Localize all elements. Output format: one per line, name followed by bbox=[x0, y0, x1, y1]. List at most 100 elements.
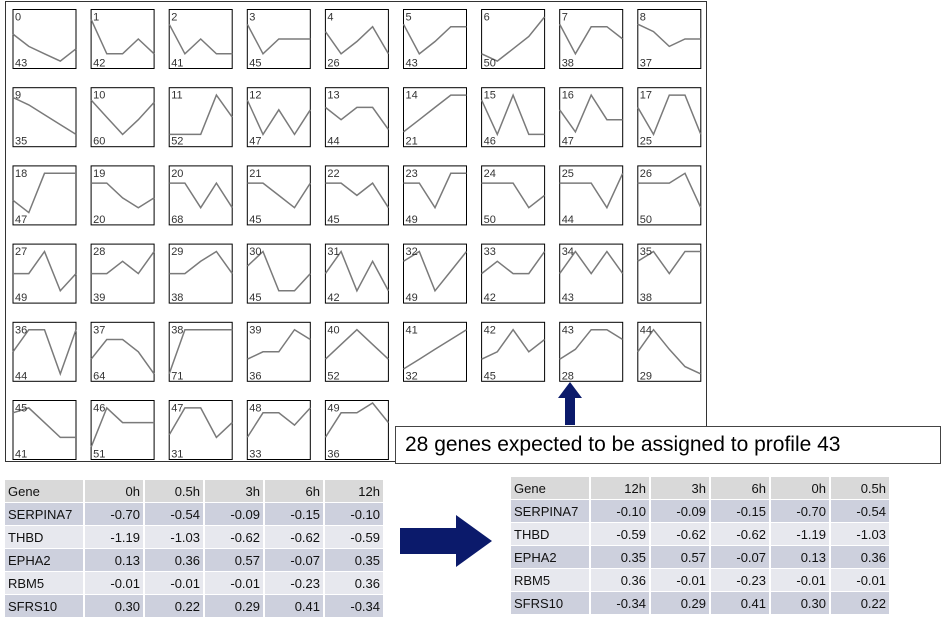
profile-count-label: 45 bbox=[249, 214, 261, 226]
profile-cell-38: 38 71 bbox=[168, 321, 233, 382]
profile-id-label: 32 bbox=[406, 246, 418, 258]
profile-count-label: 68 bbox=[171, 214, 183, 226]
value-cell: -0.34 bbox=[325, 595, 383, 617]
value-cell: 0.35 bbox=[325, 549, 383, 571]
value-cell: -1.19 bbox=[771, 523, 829, 545]
gene-name-cell: EPHA2 bbox=[5, 549, 83, 571]
gene-table-original: Gene 0h 0.5h 3h 6h 12h SERPINA7 -0.70 -0.54 -0.0… bbox=[3, 479, 385, 618]
profile-id-label: 39 bbox=[249, 324, 261, 336]
profile-line-12 bbox=[246, 99, 311, 136]
profile-line-19 bbox=[91, 182, 155, 209]
value-cell: -0.15 bbox=[711, 500, 769, 522]
profile-grid-frame: 0 43 1 42 2 41 3 45 4 26 5 43 6 50 7 38 8 37 9 35 10 60 11 52 12… bbox=[5, 1, 707, 462]
profile-cell-3: 3 45 bbox=[246, 9, 311, 70]
profile-id-label: 45 bbox=[15, 403, 27, 415]
table-row: EPHA2 0.35 0.57 -0.07 0.13 0.36 bbox=[511, 546, 889, 568]
profile-count-label: 49 bbox=[406, 292, 418, 304]
profile-id-label: 47 bbox=[171, 403, 183, 415]
profile-count-label: 64 bbox=[93, 370, 105, 382]
profile-line-28 bbox=[91, 251, 155, 275]
profile-id-label: 10 bbox=[93, 90, 105, 102]
profile-line-37 bbox=[90, 338, 155, 375]
profile-count-label: 50 bbox=[484, 214, 496, 226]
profile-cell-4: 4 26 bbox=[324, 9, 390, 70]
profile-id-label: 14 bbox=[406, 90, 418, 102]
profile-count-label: 49 bbox=[15, 292, 27, 304]
profile-id-label: 31 bbox=[327, 246, 339, 258]
profile-cell-27: 27 49 bbox=[12, 243, 77, 304]
profile-id-label: 17 bbox=[640, 90, 652, 102]
profile-id-label: 40 bbox=[327, 324, 339, 336]
profile-cell-30: 30 45 bbox=[246, 243, 311, 304]
profile-cell-1: 1 42 bbox=[90, 9, 155, 70]
profile-line-40 bbox=[324, 328, 389, 360]
profile-count-label: 46 bbox=[484, 136, 496, 148]
value-cell: -0.70 bbox=[771, 500, 829, 522]
profile-count-label: 45 bbox=[484, 370, 496, 382]
value-cell: -0.54 bbox=[831, 500, 889, 522]
profile-box bbox=[559, 87, 624, 148]
profile-box bbox=[324, 243, 389, 304]
profile-id-label: 5 bbox=[406, 12, 412, 24]
profile-count-label: 38 bbox=[640, 292, 652, 304]
profile-line-16 bbox=[559, 93, 623, 134]
value-cell: 0.57 bbox=[205, 549, 263, 571]
gene-name-cell: EPHA2 bbox=[511, 546, 589, 568]
profile-id-label: 6 bbox=[484, 12, 490, 24]
value-cell: -1.03 bbox=[145, 526, 203, 548]
value-cell: 0.13 bbox=[771, 546, 829, 568]
profile-count-label: 41 bbox=[171, 58, 183, 70]
profile-cell-44: 44 29 bbox=[637, 321, 702, 382]
gene-name-cell: SFRS10 bbox=[511, 592, 589, 614]
profile-cell-13: 13 44 bbox=[324, 87, 390, 148]
profile-box bbox=[246, 243, 311, 304]
profile-line-42 bbox=[481, 328, 546, 360]
value-cell: -0.09 bbox=[651, 500, 709, 522]
value-cell: -0.62 bbox=[265, 526, 323, 548]
profile-box bbox=[90, 87, 155, 148]
profile-count-label: 45 bbox=[249, 292, 261, 304]
profile-id-label: 35 bbox=[640, 246, 652, 258]
header-cell: Gene bbox=[511, 477, 589, 499]
profile-id-label: 24 bbox=[484, 168, 496, 180]
profile-box bbox=[90, 9, 155, 69]
profile-cell-11: 11 52 bbox=[168, 87, 233, 148]
profile-line-35 bbox=[637, 250, 701, 275]
profile-id-label: 11 bbox=[171, 90, 182, 102]
profile-grid: 0431422413454265436507388379351060115212… bbox=[12, 9, 702, 461]
profile-cell-10: 10 60 bbox=[90, 87, 155, 148]
up-arrow-icon bbox=[558, 382, 582, 425]
profile-line-21 bbox=[247, 182, 311, 209]
value-cell: 0.13 bbox=[85, 549, 143, 571]
profile-count-label: 60 bbox=[93, 136, 105, 148]
gene-name-cell: SFRS10 bbox=[5, 595, 83, 617]
profile-line-38 bbox=[168, 328, 233, 375]
value-cell: -0.01 bbox=[145, 572, 203, 594]
profile-id-label: 38 bbox=[171, 324, 183, 336]
value-cell: -0.54 bbox=[145, 503, 203, 525]
profile-id-label: 0 bbox=[15, 12, 21, 24]
profile-cell-26: 26 50 bbox=[637, 165, 702, 226]
profile-line-22 bbox=[325, 182, 390, 209]
value-cell: 0.36 bbox=[591, 569, 649, 591]
profile-id-label: 8 bbox=[640, 12, 646, 24]
profile-id-label: 49 bbox=[327, 403, 339, 415]
profile-id-label: 48 bbox=[249, 403, 261, 415]
table-row: EPHA2 0.13 0.36 0.57 -0.07 0.35 bbox=[5, 549, 383, 571]
value-cell: -0.10 bbox=[591, 500, 649, 522]
gene-name-cell: SERPINA7 bbox=[511, 500, 589, 522]
profile-box bbox=[246, 87, 311, 148]
profile-cell-41: 41 32 bbox=[403, 321, 467, 382]
profile-count-label: 25 bbox=[640, 136, 652, 148]
profile-line-24 bbox=[481, 182, 546, 209]
value-cell: -0.23 bbox=[711, 569, 769, 591]
profile-box bbox=[637, 321, 702, 382]
header-cell: 3h bbox=[205, 480, 263, 502]
profile-cell-40: 40 52 bbox=[324, 321, 389, 382]
profile-count-label: 44 bbox=[327, 136, 339, 148]
profile-count-label: 71 bbox=[171, 370, 183, 382]
profile-line-39 bbox=[246, 328, 311, 360]
